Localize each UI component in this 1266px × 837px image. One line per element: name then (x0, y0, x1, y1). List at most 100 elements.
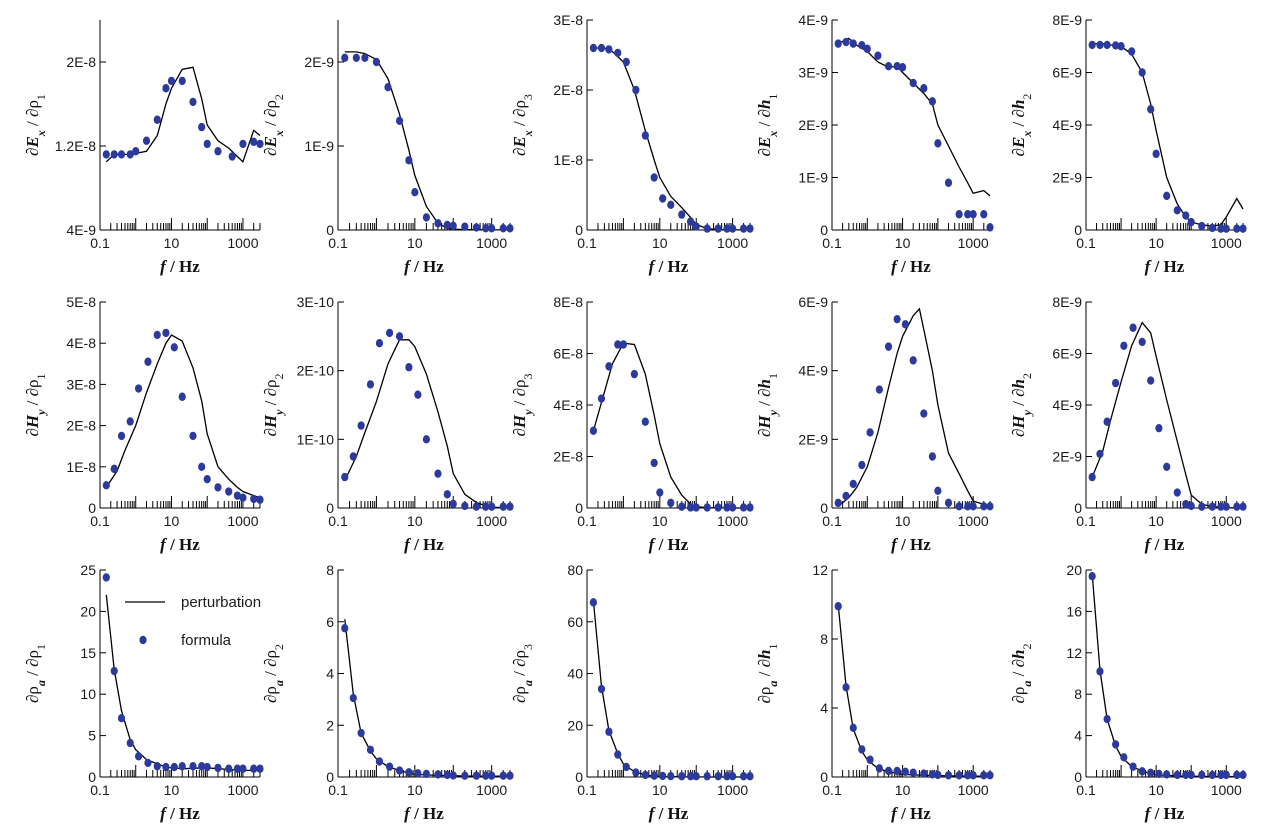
formula-point (1182, 211, 1190, 220)
formula-point (1117, 42, 1125, 51)
axis-xlabel: f / Hz (1145, 804, 1185, 823)
formula-point (597, 43, 606, 53)
axis-xlabel: f / Hz (1145, 257, 1185, 276)
formula-point (858, 745, 866, 754)
formula-point (233, 764, 242, 773)
formula-point (729, 772, 737, 781)
formula-point (461, 222, 469, 231)
formula-point (472, 502, 480, 511)
formula-point (422, 435, 430, 444)
y-tick-label: 15 (80, 645, 96, 661)
formula-point (178, 762, 186, 771)
formula-point (1096, 40, 1104, 50)
formula-point (1138, 767, 1146, 776)
formula-point (341, 624, 349, 633)
formula-point (875, 385, 883, 394)
x-tick-label: 10 (407, 782, 423, 798)
formula-point (1198, 221, 1206, 231)
formula-point (203, 762, 211, 772)
formula-point (385, 762, 394, 771)
formula-point (944, 771, 953, 780)
formula-point (405, 768, 413, 777)
x-tick-label: 0.1 (328, 513, 348, 529)
formula-point (225, 487, 233, 496)
y-tick-label: 16 (1066, 603, 1082, 619)
axis-ylabel: ∂ρa / ∂h1 (755, 644, 780, 704)
y-tick-label: 60 (567, 614, 583, 630)
axis-xlabel: f / Hz (1145, 535, 1185, 554)
formula-point (656, 488, 664, 497)
formula-point (1088, 572, 1096, 581)
formula-point (1173, 770, 1181, 780)
formula-point (488, 771, 496, 780)
x-tick-label: 10 (895, 782, 911, 798)
x-tick-label: 1000 (717, 782, 748, 798)
y-tick-label: 6 (326, 614, 334, 630)
y-tick-label: 8 (820, 631, 828, 647)
y-tick-label: 0 (326, 222, 334, 238)
formula-point (641, 417, 649, 426)
formula-point (858, 460, 866, 470)
formula-point (239, 493, 247, 502)
formula-point (1163, 191, 1171, 201)
formula-point (659, 194, 667, 203)
formula-point (506, 502, 514, 511)
formula-point (214, 147, 222, 156)
formula-point (955, 210, 963, 219)
x-tick-label: 1000 (1211, 235, 1242, 251)
formula-point (632, 768, 640, 777)
perturbation-curve (344, 51, 510, 231)
formula-point (482, 771, 490, 780)
formula-point (126, 150, 134, 159)
formula-point (349, 693, 357, 703)
perturbation-curve (837, 307, 991, 507)
formula-point (714, 772, 722, 781)
formula-point (842, 37, 850, 47)
formula-point (499, 502, 507, 511)
formula-point (858, 41, 866, 50)
perturbation-curve (592, 342, 750, 509)
formula-point (842, 683, 850, 692)
formula-point (589, 598, 598, 607)
chart-panel: 0.1 10 1000 0 1E-8 2E-8 3E-8 f / Hz ∂Ex / ∂ρ3 (510, 12, 754, 276)
formula-point (422, 213, 430, 222)
formula-point (506, 224, 514, 233)
formula-point (189, 431, 197, 441)
chart-panel: 0.1 10 1000 0 4 8 12 16 20 f / Hz ∂ρa / ∂h2 (1009, 562, 1247, 823)
formula-point (969, 771, 977, 780)
y-tick-label: 4 (820, 700, 828, 716)
y-tick-label: 3E-8 (553, 12, 583, 28)
formula-point (117, 714, 126, 723)
formula-point (142, 136, 151, 145)
x-tick-label: 10 (164, 513, 180, 529)
formula-point (884, 61, 893, 71)
formula-point (714, 503, 722, 512)
formula-point (1217, 224, 1225, 233)
formula-point (893, 314, 901, 324)
formula-point (723, 503, 731, 512)
formula-point (659, 771, 667, 781)
formula-point (1103, 417, 1111, 426)
x-tick-label: 0.1 (822, 513, 842, 529)
legend-label-perturbation: perturbation (181, 594, 261, 611)
formula-point (714, 224, 722, 233)
y-tick-label: 5 (88, 728, 96, 744)
y-tick-label: 2E-8 (66, 54, 96, 70)
formula-point (499, 224, 507, 233)
formula-point (678, 772, 686, 781)
formula-point (614, 340, 622, 349)
formula-point (614, 48, 622, 58)
formula-point (1208, 223, 1216, 233)
x-tick-label: 0.1 (577, 235, 597, 251)
y-tick-label: 8E-8 (553, 294, 583, 310)
axis-ylabel: ∂Ex / ∂h1 (755, 94, 780, 157)
formula-point (395, 766, 404, 775)
y-tick-label: 6E-9 (798, 294, 828, 310)
formula-point (667, 771, 675, 781)
formula-point (366, 745, 375, 755)
formula-point (372, 57, 381, 67)
formula-point (482, 224, 490, 233)
y-tick-label: 4 (326, 666, 334, 682)
formula-point (1147, 105, 1155, 114)
formula-point (909, 356, 917, 365)
